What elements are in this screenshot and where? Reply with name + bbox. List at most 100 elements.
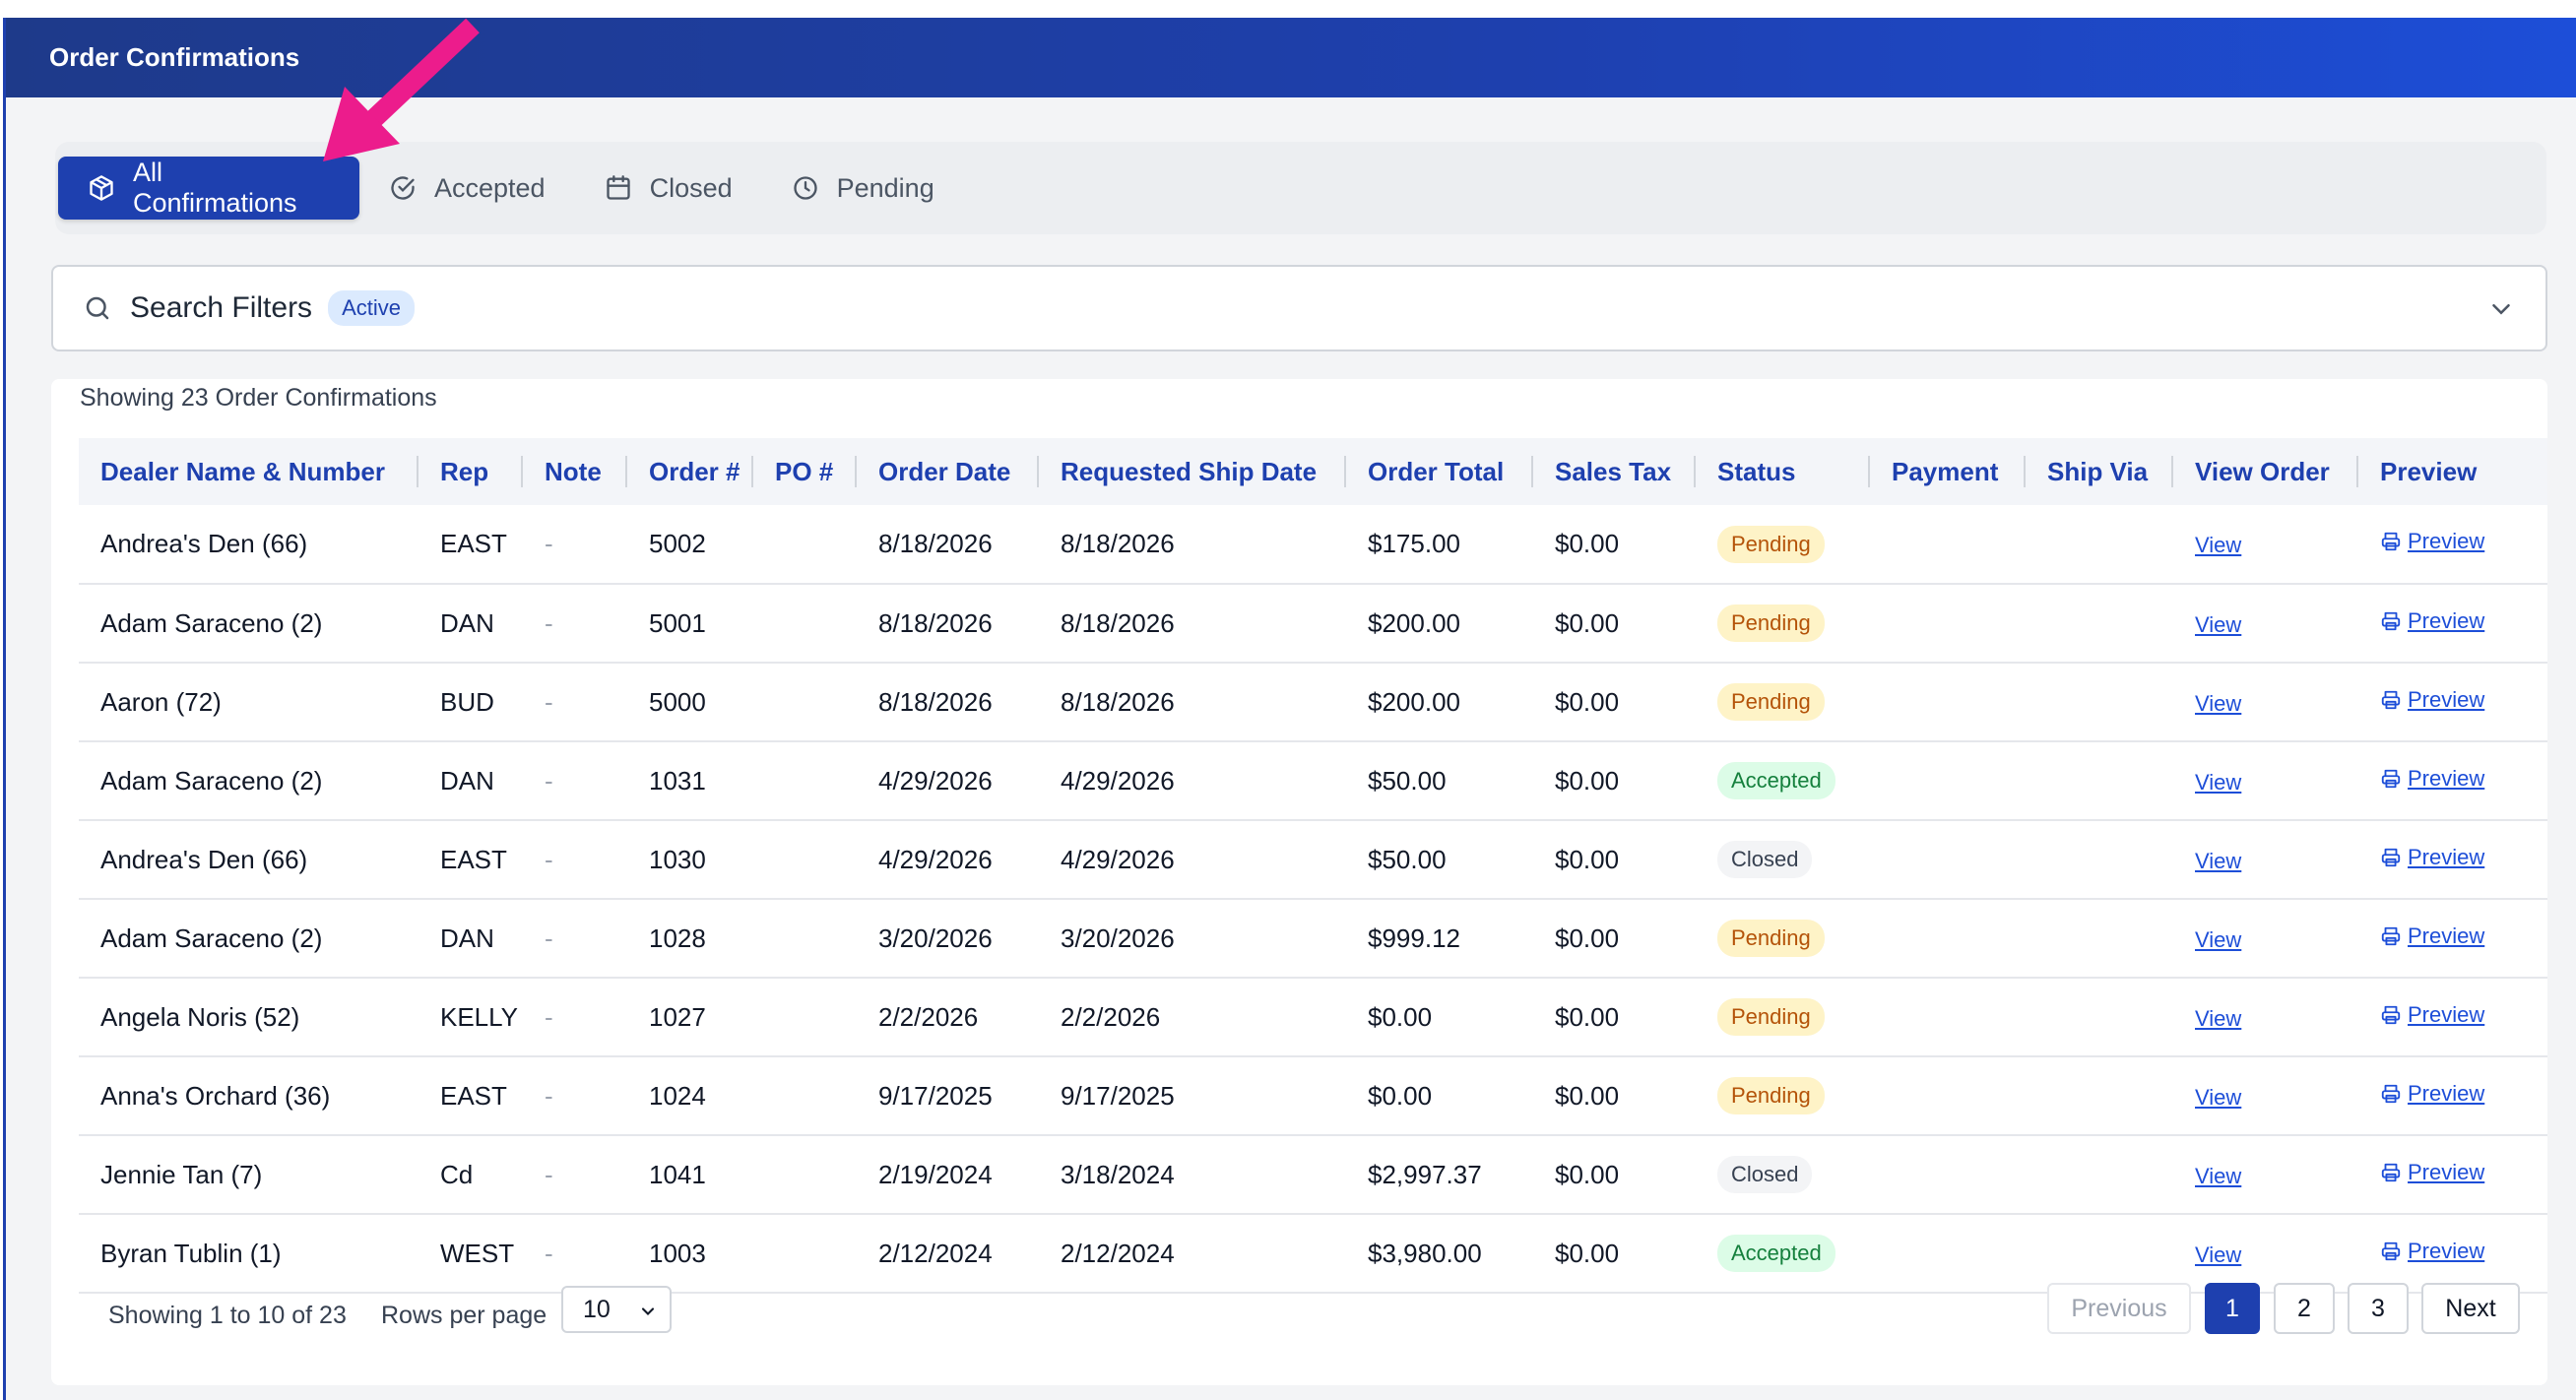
cell-order: 1028 [649,923,706,953]
column-header[interactable]: Rep [419,438,523,505]
view-order-link[interactable]: View [2195,769,2242,795]
cell-tax: $0.00 [1555,1159,1620,1189]
cell-order: 1031 [649,765,706,795]
next-page-button[interactable]: Next [2421,1283,2520,1334]
column-header[interactable]: Order Date [857,438,1039,505]
cell-note: - [545,607,553,638]
table-row: Andrea's Den (66) EAST - 5002 8/18/2026 8/18/… [79,505,2547,584]
cell-po [753,663,857,741]
cell-ship-date: 4/29/2026 [1061,844,1175,874]
cell-order-date: 8/18/2026 [878,686,993,717]
preview-link[interactable]: Preview [2380,766,2484,792]
view-order-link[interactable]: View [2195,926,2242,952]
preview-link[interactable]: Preview [2380,1160,2484,1185]
column-header[interactable]: Status [1696,438,1870,505]
status-badge: Pending [1717,525,1825,563]
preview-link[interactable]: Preview [2380,529,2484,554]
column-header[interactable]: PO # [753,438,857,505]
preview-link[interactable]: Preview [2380,1081,2484,1107]
cell-order-date: 4/29/2026 [878,844,993,874]
tab-label: All Confirmations [133,158,297,218]
preview-link[interactable]: Preview [2380,687,2484,713]
cell-status: Pending [1696,1056,1870,1135]
chevron-down-icon[interactable] [2486,294,2516,324]
view-order-link[interactable]: View [2195,848,2242,873]
page-3-button[interactable]: 3 [2348,1283,2409,1334]
preview-link[interactable]: Preview [2380,608,2484,634]
view-order-link[interactable]: View [2195,1084,2242,1110]
cell-ship-date: 3/20/2026 [1061,923,1175,953]
view-order-link[interactable]: View [2195,1005,2242,1031]
cell-view-order: View [2173,1056,2358,1135]
cell-preview: Preview [2358,584,2547,663]
cell-total: $200.00 [1368,686,1460,717]
printer-icon [2381,926,2401,945]
preview-link[interactable]: Preview [2380,1002,2484,1028]
view-order-link[interactable]: View [2195,690,2242,716]
column-header[interactable]: Order # [627,438,753,505]
box-icon [90,175,113,201]
cell-order: 1003 [649,1238,706,1268]
column-header[interactable]: Sales Tax [1533,438,1696,505]
view-order-link[interactable]: View [2195,1241,2242,1267]
column-header[interactable]: Payment [1870,438,2026,505]
cell-ship-via [2026,899,2173,978]
cell-rep: DAN [440,607,494,638]
previous-page-button[interactable]: Previous [2047,1283,2191,1334]
tab-closed[interactable]: Closed [575,157,762,220]
preview-link-label: Preview [2408,923,2485,948]
cell-rep: EAST [440,529,507,558]
cell-ship-date: 8/18/2026 [1061,686,1175,717]
column-header[interactable]: Ship Via [2026,438,2173,505]
tab-accepted[interactable]: Accepted [359,157,575,220]
cell-ship-via [2026,1056,2173,1135]
cell-po [753,741,857,820]
column-header[interactable]: Order Total [1346,438,1533,505]
cell-rep: KELLY [440,1001,519,1032]
printer-icon [2381,1241,2401,1260]
cell-status: Accepted [1696,741,1870,820]
cell-po [753,1056,857,1135]
view-order-link[interactable]: View [2195,533,2242,557]
cell-total: $50.00 [1368,844,1447,874]
cell-tax: $0.00 [1555,1080,1620,1111]
page-2-button[interactable]: 2 [2274,1283,2335,1334]
cell-total: $3,980.00 [1368,1238,1482,1268]
preview-link[interactable]: Preview [2380,1239,2484,1264]
cell-dealer: Andrea's Den (66) [100,844,308,874]
view-order-link[interactable]: View [2195,611,2242,637]
cell-total: $2,997.37 [1368,1159,1482,1189]
cell-tax: $0.00 [1555,1001,1620,1032]
rows-per-page-select[interactable]: 10 [561,1286,672,1333]
cell-rep: WEST [440,1238,515,1268]
cell-total: $50.00 [1368,765,1447,795]
tab-all-confirmations[interactable]: All Confirmations [58,157,359,220]
cell-note: - [545,1001,553,1032]
preview-link-label: Preview [2408,1080,2485,1106]
cell-rep: EAST [440,844,507,874]
tab-label: Accepted [434,172,546,203]
column-header[interactable]: Dealer Name & Number [79,438,419,505]
search-filters-panel[interactable]: Search Filters Active [51,265,2547,351]
status-badge: Pending [1717,1077,1825,1114]
cell-total: $0.00 [1368,1001,1433,1032]
tab-label: Pending [836,172,934,203]
preview-link[interactable]: Preview [2380,923,2484,949]
column-header[interactable]: Note [523,438,627,505]
cell-dealer: Jennie Tan (7) [100,1159,263,1189]
preview-link[interactable]: Preview [2380,845,2484,870]
page-1-button[interactable]: 1 [2205,1283,2260,1334]
view-order-link[interactable]: View [2195,1163,2242,1188]
column-header[interactable]: View Order [2173,438,2358,505]
cell-po [753,899,857,978]
status-badge: Accepted [1717,762,1835,799]
cell-view-order: View [2173,584,2358,663]
column-header[interactable]: Requested Ship Date [1039,438,1346,505]
cell-status: Pending [1696,899,1870,978]
cell-tax: $0.00 [1555,529,1620,558]
cell-dealer: Angela Noris (52) [100,1001,300,1032]
check-circle-icon [391,176,415,200]
table-row: Aaron (72) BUD - 5000 8/18/2026 8/18/2026 $200… [79,663,2547,741]
column-header[interactable]: Preview [2380,456,2478,486]
tab-pending[interactable]: Pending [762,157,964,220]
